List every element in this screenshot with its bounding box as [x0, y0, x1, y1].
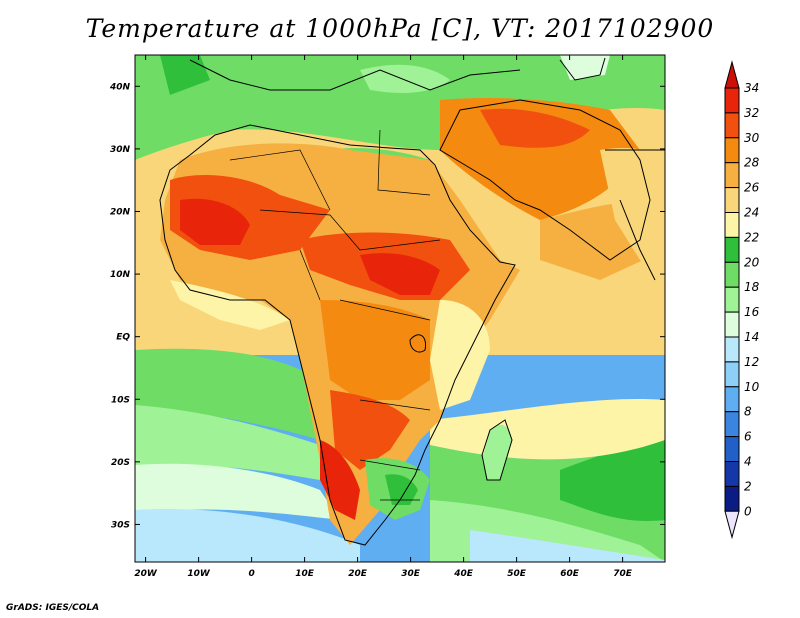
- colorbar-label: 22: [744, 230, 759, 244]
- east-africa-yellow: [430, 300, 490, 410]
- colorbar-label: 8: [744, 405, 752, 419]
- colorbar-label: 18: [744, 280, 760, 294]
- lon-label: 20E: [348, 569, 368, 579]
- arabia-coastline: [439, 99, 651, 261]
- lon-label: 60E: [560, 569, 580, 579]
- lat-label: 40N: [109, 82, 131, 92]
- atlantic-pale-band: [135, 463, 340, 520]
- colorbar-top-triangle: [724, 60, 740, 89]
- colorbar-swatch: [724, 261, 740, 288]
- atlantic-lightgreen-band: [135, 405, 320, 480]
- lon-label: 10W: [187, 569, 211, 579]
- colorbar-swatch: [724, 485, 740, 512]
- congo-orange: [320, 300, 430, 400]
- arabia-orange: [440, 98, 640, 220]
- lon-label: 50E: [507, 569, 527, 579]
- india-coastline: [605, 149, 665, 281]
- lon-label: 10E: [295, 569, 315, 579]
- colorbar-label: 32: [744, 106, 759, 120]
- colorbar-label: 30: [744, 131, 760, 145]
- colorbar-label: 14: [744, 330, 759, 344]
- colorbar-swatch: [724, 187, 740, 214]
- colorbar-label: 28: [744, 156, 760, 170]
- caspian-coastline: [559, 57, 606, 81]
- lat-label: 20N: [110, 207, 131, 217]
- india-yellow: [600, 148, 665, 280]
- lat-label: 10S: [111, 395, 130, 405]
- iberia-patch: [160, 55, 210, 95]
- colorbar-swatch: [724, 236, 740, 263]
- colorbar-label: 16: [744, 305, 760, 319]
- colorbar-label: 6: [744, 430, 752, 444]
- atlantic-green-band: [135, 348, 320, 440]
- arabia-hot-core: [480, 108, 590, 148]
- colorbar-swatch: [724, 87, 740, 114]
- north-green-field: [135, 55, 665, 160]
- lat-label: 10N: [110, 270, 131, 280]
- latitude-axis: 40N 30N 20N 10N EQ 10S 20S 30S: [109, 82, 665, 530]
- madagascar-coastline: [481, 419, 513, 481]
- colorbar-label: 10: [744, 380, 760, 394]
- mediterranean-north-coast: [189, 59, 521, 91]
- colorbar-label: 24: [744, 206, 759, 220]
- colorbar-label: 26: [744, 181, 760, 195]
- sudan-core: [360, 253, 440, 295]
- botswana-patch: [385, 474, 418, 505]
- colorbar-swatch: [724, 361, 740, 388]
- angola-hot: [330, 390, 410, 470]
- lake-victoria: [409, 334, 427, 353]
- colorbar-swatch: [724, 386, 740, 413]
- balkans-patch: [360, 64, 450, 93]
- map-frame: [134, 54, 666, 563]
- colorbar-swatch: [724, 336, 740, 363]
- colorbar-bottom-triangle: [724, 510, 740, 540]
- lat-label: 30N: [110, 145, 131, 155]
- credit-label: GrADS: IGES/COLA: [6, 603, 100, 613]
- colorbar-swatch: [724, 311, 740, 338]
- madagascar: [482, 424, 512, 480]
- west-africa-core: [180, 198, 250, 245]
- longitude-axis: 20W 10W 0 10E 20E 30E 40E 50E 60E 70E: [134, 55, 633, 579]
- temperature-field: [135, 55, 665, 562]
- coastlines: [159, 57, 665, 546]
- colorbar-swatch: [724, 212, 740, 238]
- atlantic-cyan-band: [135, 509, 360, 562]
- lat-label: 30S: [111, 520, 130, 530]
- chart-title: Temperature at 1000hPa [C], VT: 20171029…: [85, 14, 715, 43]
- colorbar-swatch: [724, 162, 740, 189]
- africa-coastline: [159, 124, 516, 546]
- colorbar-label: 20: [744, 255, 760, 269]
- colorbar-swatch: [724, 411, 740, 438]
- colorbar-swatch: [724, 112, 740, 139]
- country-borders: [229, 129, 441, 501]
- caspian-patch: [560, 55, 610, 80]
- lon-label: 40E: [453, 569, 474, 579]
- lat-label: 20S: [111, 458, 130, 468]
- colorbar-label: 12: [744, 355, 759, 369]
- lon-label: 0: [248, 569, 254, 579]
- colorbar-label: 2: [744, 479, 752, 493]
- lon-label: 20W: [134, 569, 158, 579]
- lon-label: 30E: [401, 569, 421, 579]
- lat-label: EQ: [116, 333, 130, 343]
- colorbar-swatch: [724, 436, 740, 463]
- colorbar-swatch: [724, 286, 740, 313]
- colorbar-label: 34: [744, 81, 759, 95]
- colorbar-swatch: [724, 461, 740, 487]
- indian-darkgreen-patch: [560, 440, 665, 521]
- colorbar-label: 0: [744, 504, 752, 518]
- colorbar-swatch: [724, 137, 740, 164]
- indian-cyan-band: [470, 530, 665, 562]
- colorbar-label: 4: [744, 455, 752, 469]
- lon-label: 70E: [613, 569, 633, 579]
